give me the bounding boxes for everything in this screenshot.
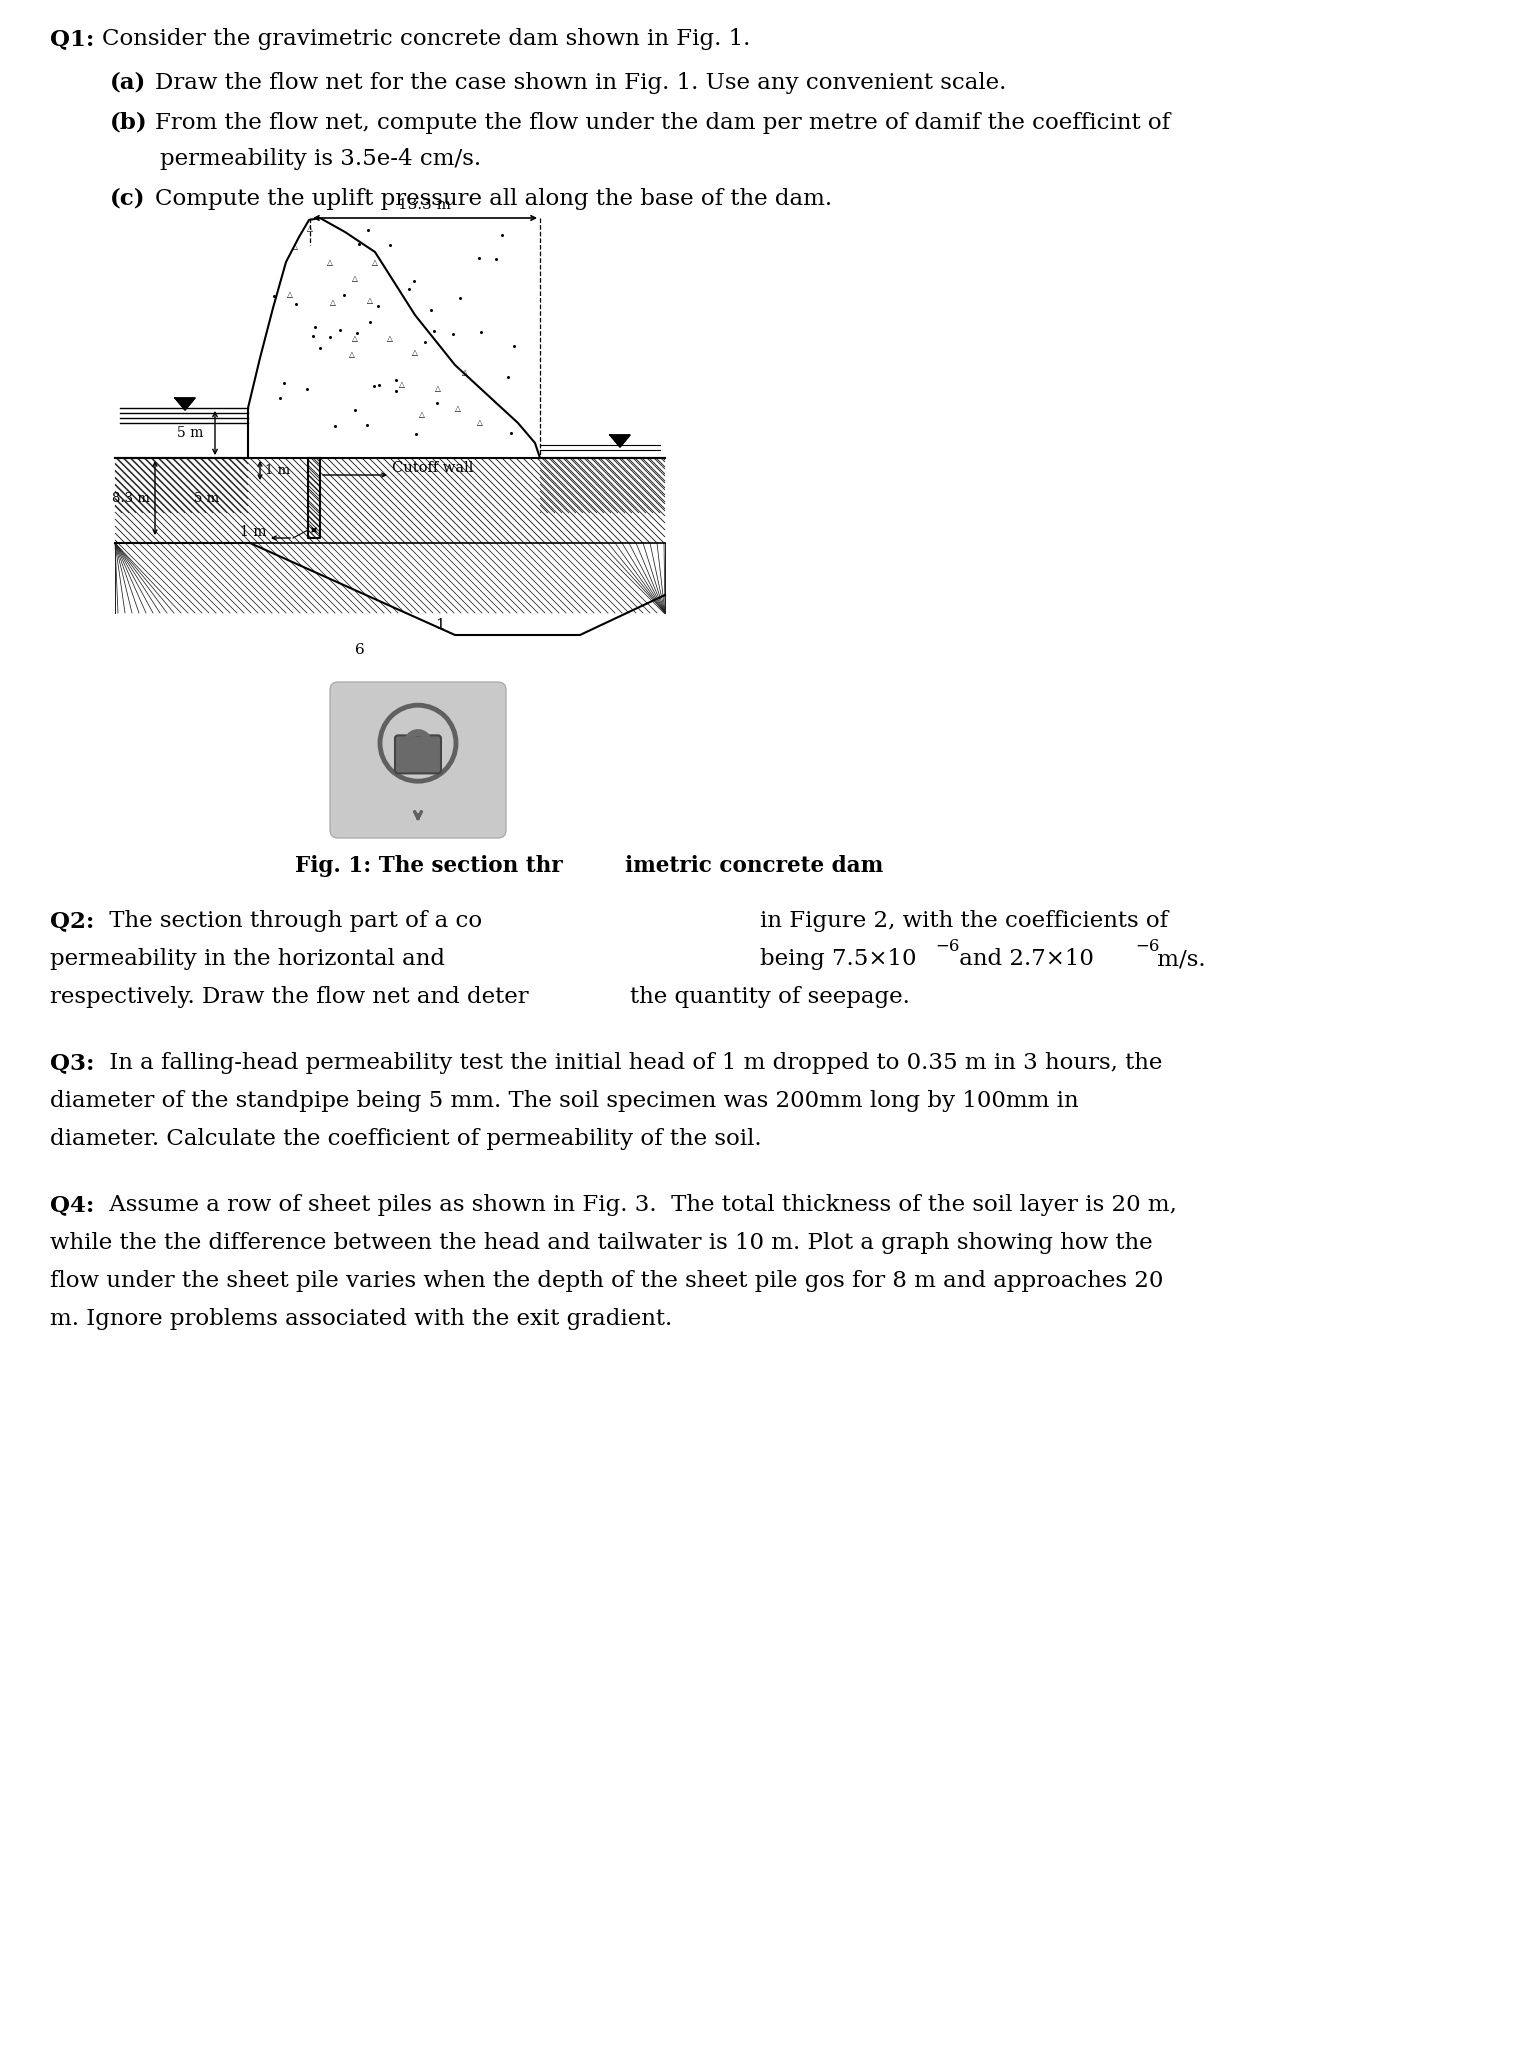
- Text: permeability is 3.5e-4 cm/s.: permeability is 3.5e-4 cm/s.: [160, 147, 481, 170]
- Text: Q4:: Q4:: [51, 1194, 94, 1217]
- Text: 8.3 m: 8.3 m: [112, 492, 151, 504]
- Text: (a): (a): [111, 72, 146, 94]
- Text: 1: 1: [435, 618, 445, 633]
- Text: 5 m: 5 m: [177, 426, 203, 440]
- Text: Q3:: Q3:: [51, 1053, 95, 1073]
- Polygon shape: [115, 459, 247, 512]
- Text: Consider the gravimetric concrete dam shown in Fig. 1.: Consider the gravimetric concrete dam sh…: [101, 29, 751, 49]
- Text: 1 m: 1 m: [266, 463, 290, 477]
- Text: From the flow net, compute the flow under the dam per metre of damif the coeffic: From the flow net, compute the flow unde…: [155, 113, 1170, 133]
- Polygon shape: [541, 459, 665, 512]
- Text: The section through part of a co: The section through part of a co: [101, 909, 482, 932]
- Text: Q2:: Q2:: [51, 909, 94, 932]
- Text: △: △: [462, 369, 468, 377]
- Text: Cutoff wall: Cutoff wall: [392, 461, 473, 475]
- Text: △: △: [387, 334, 393, 342]
- Text: Fig. 1: The section thr: Fig. 1: The section thr: [295, 854, 562, 877]
- Text: flow under the sheet pile varies when the depth of the sheet pile gos for 8 m an: flow under the sheet pile varies when th…: [51, 1270, 1163, 1292]
- Text: △: △: [399, 381, 406, 389]
- Text: diameter. Calculate the coefficient of permeability of the soil.: diameter. Calculate the coefficient of p…: [51, 1128, 762, 1151]
- Polygon shape: [610, 434, 630, 446]
- Text: △: △: [419, 410, 425, 420]
- Text: Compute the uplift pressure all along the base of the dam.: Compute the uplift pressure all along th…: [155, 188, 833, 211]
- Text: in Figure 2, with the coefficients of: in Figure 2, with the coefficients of: [760, 909, 1167, 932]
- FancyBboxPatch shape: [395, 735, 441, 774]
- Text: and 2.7×10: and 2.7×10: [952, 948, 1094, 971]
- Text: 1 m: 1 m: [240, 524, 266, 539]
- Text: △: △: [330, 299, 336, 307]
- Text: △: △: [352, 274, 358, 283]
- Text: △: △: [367, 295, 373, 305]
- Text: △: △: [349, 350, 355, 360]
- Text: △: △: [372, 258, 378, 268]
- Text: △: △: [478, 418, 482, 426]
- Text: −6: −6: [1135, 938, 1160, 954]
- Text: m. Ignore problems associated with the exit gradient.: m. Ignore problems associated with the e…: [51, 1309, 673, 1329]
- Text: △: △: [327, 258, 333, 266]
- Polygon shape: [115, 459, 665, 543]
- Text: 13.3 m: 13.3 m: [398, 199, 452, 213]
- Text: m/s.: m/s.: [1150, 948, 1206, 971]
- Polygon shape: [175, 397, 195, 410]
- Text: 5 m: 5 m: [195, 492, 220, 504]
- Text: △: △: [455, 403, 461, 412]
- Text: while the the difference between the head and tailwater is 10 m. Plot a graph sh: while the the difference between the hea…: [51, 1233, 1152, 1253]
- Text: Q1:: Q1:: [51, 29, 94, 49]
- Text: △: △: [287, 291, 293, 299]
- Text: △: △: [292, 242, 298, 252]
- Text: Draw the flow net for the case shown in Fig. 1. Use any convenient scale.: Draw the flow net for the case shown in …: [155, 72, 1006, 94]
- Polygon shape: [247, 217, 541, 459]
- Text: 6: 6: [355, 643, 366, 657]
- Text: △: △: [412, 348, 418, 356]
- Text: Assume a row of sheet piles as shown in Fig. 3.  The total thickness of the soil: Assume a row of sheet piles as shown in …: [101, 1194, 1177, 1217]
- Text: being 7.5×10: being 7.5×10: [760, 948, 917, 971]
- Text: △: △: [307, 223, 313, 233]
- Text: △: △: [435, 383, 441, 393]
- Text: permeability in the horizontal and: permeability in the horizontal and: [51, 948, 445, 971]
- Text: respectively. Draw the flow net and deter: respectively. Draw the flow net and dete…: [51, 985, 528, 1008]
- Text: (c): (c): [111, 188, 146, 211]
- Text: △: △: [352, 334, 358, 342]
- FancyBboxPatch shape: [330, 682, 505, 838]
- Text: imetric concrete dam: imetric concrete dam: [625, 854, 883, 877]
- Text: (b): (b): [111, 113, 147, 133]
- Text: diameter of the standpipe being 5 mm. The soil specimen was 200mm long by 100mm : diameter of the standpipe being 5 mm. Th…: [51, 1090, 1078, 1112]
- Text: −6: −6: [935, 938, 960, 954]
- Text: the quantity of seepage.: the quantity of seepage.: [630, 985, 909, 1008]
- Text: In a falling-head permeability test the initial head of 1 m dropped to 0.35 m in: In a falling-head permeability test the …: [101, 1053, 1163, 1073]
- Polygon shape: [309, 459, 319, 539]
- Polygon shape: [115, 543, 665, 635]
